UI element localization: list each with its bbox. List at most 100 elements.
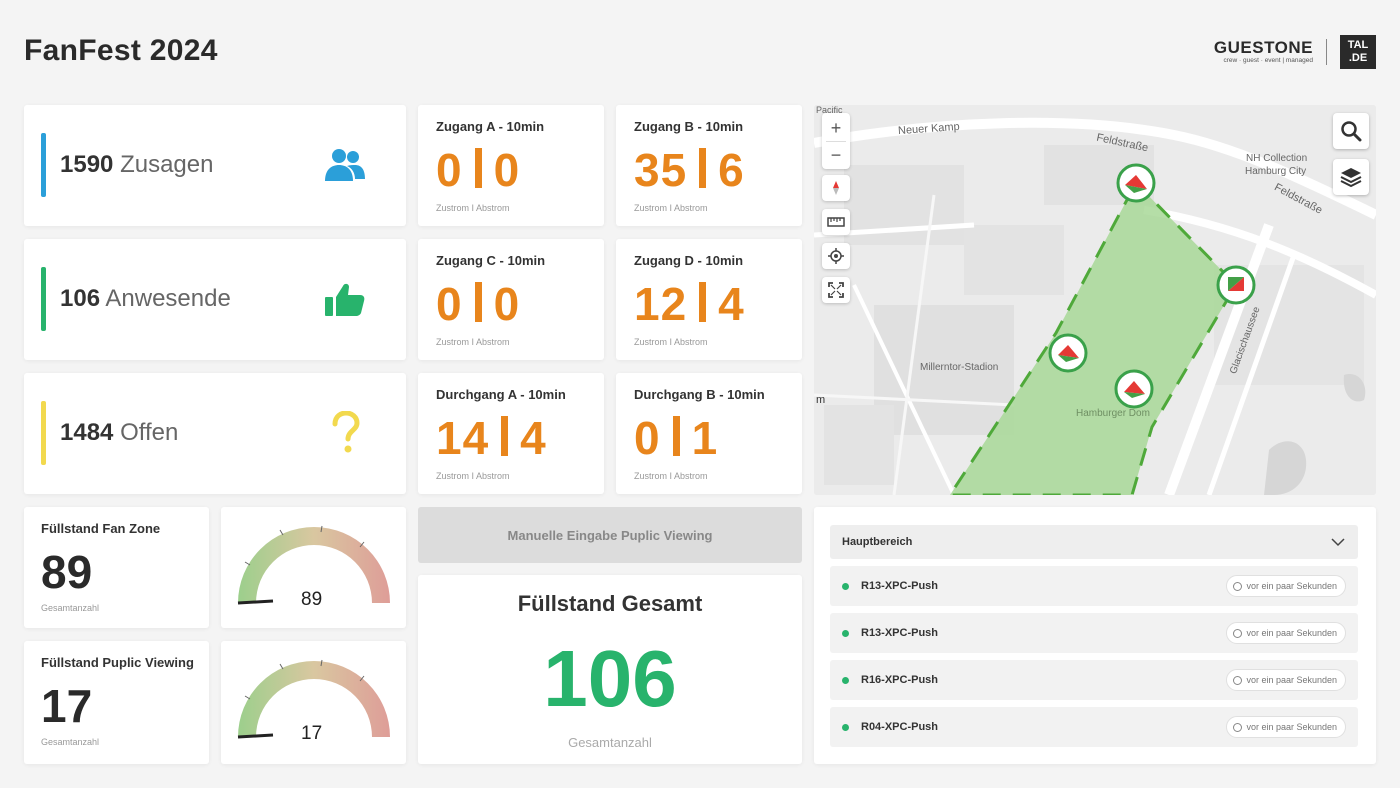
zoom-in-button[interactable]: + xyxy=(830,117,842,138)
last-seen-text: vor ein paar Sekunden xyxy=(1246,581,1337,591)
locate-button[interactable] xyxy=(822,243,850,269)
logo-tagline: crew · guest · event | managed xyxy=(1223,57,1313,65)
level-card-fan-zone: Füllstand Fan Zone 89 Gesamtanzahl xyxy=(24,507,209,628)
measure-button[interactable] xyxy=(822,209,850,235)
gauge-fan-zone xyxy=(237,525,390,605)
level-caption: Gesamtanzahl xyxy=(41,603,100,613)
map-label-hamburg-city: Hamburg City xyxy=(1245,166,1307,177)
device-name: R13-XPC-Push xyxy=(861,627,939,639)
tal-logo: TAL .DE xyxy=(1340,35,1376,69)
gate-caption: Zustrom I Abstrom xyxy=(436,203,510,213)
map-label-fragment: m xyxy=(816,394,826,406)
compass-button[interactable] xyxy=(822,175,850,201)
gate-inflow: 0 xyxy=(436,278,463,330)
online-status-dot xyxy=(842,583,849,590)
total-caption: Gesamtanzahl xyxy=(568,735,652,750)
logo-name: GUESTONE xyxy=(1213,38,1313,58)
clock-icon xyxy=(1233,675,1243,685)
gate-marker[interactable] xyxy=(1116,163,1156,203)
devices-panel: Hauptbereich R13-XPC-Push vor ein paar S… xyxy=(814,507,1376,764)
level-card-puplic-viewing: Füllstand Puplic Viewing 17 Gesamtanzahl xyxy=(24,641,209,764)
last-seen-badge: vor ein paar Sekunden xyxy=(1226,716,1346,738)
area-dropdown-label: Hauptbereich xyxy=(842,536,913,548)
tal-logo-line1: TAL xyxy=(1347,39,1369,51)
last-seen-badge: vor ein paar Sekunden xyxy=(1226,669,1346,691)
area-dropdown[interactable]: Hauptbereich xyxy=(830,525,1358,559)
gate-inflow: 14 xyxy=(436,412,490,464)
gauge-card-puplic-viewing: 17 xyxy=(221,641,406,764)
clock-icon xyxy=(1233,628,1243,638)
zoom-divider xyxy=(826,140,846,142)
gate-card-durchgang-a: Durchgang A - 10min 14 4 Zustrom I Abstro… xyxy=(418,373,604,494)
level-title: Füllstand Puplic Viewing xyxy=(41,655,194,670)
page-title: FanFest 2024 xyxy=(24,34,218,67)
gate-values: 12 4 xyxy=(634,277,745,331)
stat-accent-bar xyxy=(41,267,46,331)
fullscreen-button[interactable] xyxy=(822,277,850,303)
layers-icon xyxy=(1340,168,1362,188)
map-search-button[interactable] xyxy=(1333,113,1369,149)
stat-text: 1590 Zusagen xyxy=(60,151,213,179)
gate-card-zugang-d: Zugang D - 10min 12 4 Zustrom I Abstrom xyxy=(616,239,802,360)
users-icon xyxy=(325,149,365,181)
last-seen-text: vor ein paar Sekunden xyxy=(1246,675,1337,685)
locate-icon xyxy=(828,248,844,264)
online-status-dot xyxy=(842,724,849,731)
map-layers-button[interactable] xyxy=(1333,159,1369,195)
stat-card-zusagen: 1590 Zusagen xyxy=(24,105,406,226)
gate-caption: Zustrom I Abstrom xyxy=(634,337,708,347)
zoom-out-button[interactable]: − xyxy=(830,144,842,165)
stat-card-offen: 1484 Offen xyxy=(24,373,406,494)
device-row[interactable]: R16-XPC-Push vor ein paar Sekunden xyxy=(830,660,1358,700)
level-value: 17 xyxy=(41,680,93,732)
gate-inflow: 12 xyxy=(634,278,688,330)
gate-marker[interactable] xyxy=(1216,265,1256,305)
gate-title: Durchgang A - 10min xyxy=(436,387,566,402)
stat-accent-bar xyxy=(41,401,46,465)
gate-caption: Zustrom I Abstrom xyxy=(634,203,708,213)
manual-entry-button[interactable]: Manuelle Eingabe Puplic Viewing xyxy=(418,507,802,563)
device-name: R13-XPC-Push xyxy=(861,580,939,592)
gate-separator xyxy=(501,416,509,456)
total-card: Füllstand Gesamt 106 Gesamtanzahl xyxy=(418,575,802,764)
device-name: R04-XPC-Push xyxy=(861,721,939,733)
device-row[interactable]: R13-XPC-Push vor ein paar Sekunden xyxy=(830,613,1358,653)
device-row[interactable]: R04-XPC-Push vor ein paar Sekunden xyxy=(830,707,1358,747)
last-seen-text: vor ein paar Sekunden xyxy=(1246,628,1337,638)
device-row[interactable]: R13-XPC-Push vor ein paar Sekunden xyxy=(830,566,1358,606)
gauge-value: 17 xyxy=(301,723,323,744)
clock-icon xyxy=(1233,722,1243,732)
stat-text: 106 Anwesende xyxy=(60,285,231,313)
map-canvas[interactable] xyxy=(814,105,1376,495)
online-status-dot xyxy=(842,677,849,684)
map-label-pacific: Pacific xyxy=(816,105,843,115)
online-status-dot xyxy=(842,630,849,637)
gate-title: Zugang B - 10min xyxy=(634,119,744,134)
gauge-needle xyxy=(237,599,274,605)
device-name: R16-XPC-Push xyxy=(861,674,939,686)
gate-marker[interactable] xyxy=(1048,333,1088,373)
gate-separator xyxy=(474,282,482,322)
gauge-card-fan-zone: 89 xyxy=(221,507,406,628)
search-icon xyxy=(1341,121,1362,142)
stat-label: Offen xyxy=(120,419,179,446)
gate-marker[interactable] xyxy=(1114,369,1154,409)
stat-text: 1484 Offen xyxy=(60,419,178,447)
stat-label: Anwesende xyxy=(105,285,231,312)
gauge-needle xyxy=(237,733,274,739)
venue-map[interactable]: Neuer Kamp Feldstraße Feldstraße NH Coll… xyxy=(814,105,1376,495)
gate-inflow: 35 xyxy=(634,144,688,196)
chevron-down-icon xyxy=(1331,538,1345,547)
gate-separator xyxy=(474,148,482,188)
gate-title: Zugang C - 10min xyxy=(436,253,546,268)
gate-caption: Zustrom I Abstrom xyxy=(634,471,708,481)
clock-icon xyxy=(1233,581,1243,591)
stat-label: Zusagen xyxy=(120,151,214,178)
stat-card-anwesende: 106 Anwesende xyxy=(24,239,406,360)
gate-caption: Zustrom I Abstrom xyxy=(436,337,510,347)
level-value: 89 xyxy=(41,546,93,598)
gate-outflow: 0 xyxy=(493,144,521,196)
